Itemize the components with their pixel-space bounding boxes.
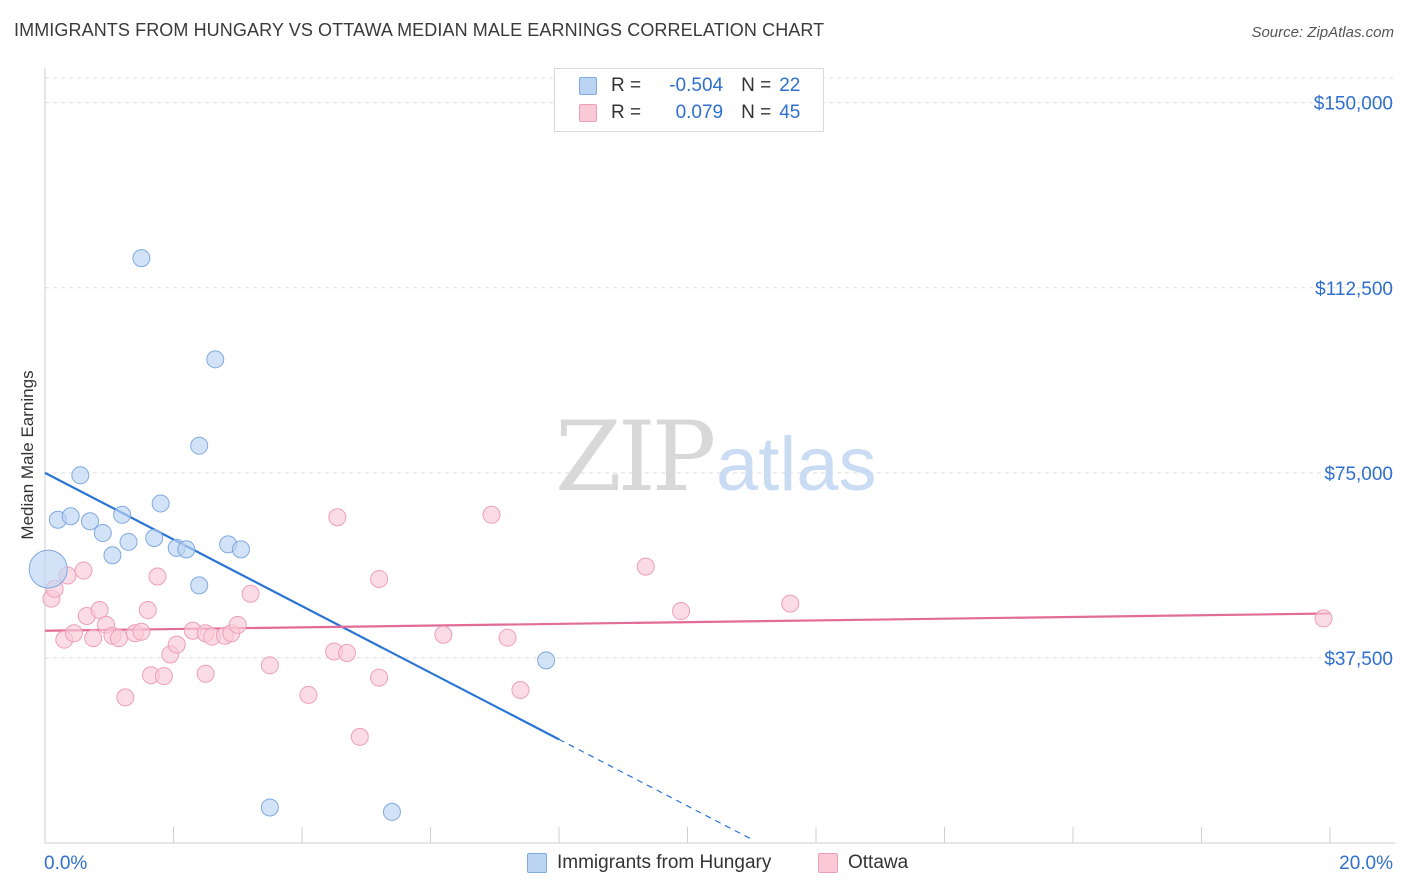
tick-labels: $37,500 $75,000 $112,500 $150,000 0.0% 20.0% <box>44 94 1393 874</box>
legend-r-value: 0.079 <box>675 102 724 123</box>
point-ottawa <box>148 567 167 586</box>
point-ottawa <box>299 685 318 704</box>
point-ottawa <box>350 727 369 746</box>
legend-swatch-pink <box>818 853 838 873</box>
correlation-legend: R = -0.504 N = 22 R = 0.079 N = 45 <box>554 68 824 132</box>
legend-swatch-blue <box>527 853 547 873</box>
point-hungary <box>80 512 99 531</box>
point-hungary <box>61 507 80 526</box>
point-ottawa <box>116 688 135 707</box>
point-hungary <box>103 546 122 565</box>
legend-n-value: 45 <box>779 102 801 123</box>
point-hungary <box>190 576 209 595</box>
point-ottawa <box>74 561 93 580</box>
data-points <box>28 249 1333 821</box>
series-legend: Immigrants from Hungary Ottawa <box>0 852 1406 878</box>
y-tick-label: $37,500 <box>1324 649 1393 670</box>
legend-n-label: N = <box>741 75 772 96</box>
point-ottawa <box>370 569 389 588</box>
point-hungary <box>132 249 151 268</box>
source-label: Source: ZipAtlas.com <box>1251 24 1394 41</box>
legend-swatch-pink <box>579 104 597 122</box>
legend-label-hungary: Immigrants from Hungary <box>557 852 772 873</box>
point-ottawa <box>370 668 389 687</box>
chart-title: IMMIGRANTS FROM HUNGARY VS OTTAWA MEDIAN… <box>14 20 825 40</box>
legend-row-ottawa: R = 0.079 N = 45 <box>579 102 800 124</box>
point-ottawa <box>241 584 260 603</box>
point-ottawa <box>498 628 517 647</box>
trend-lines <box>44 471 1331 840</box>
legend-swatch-blue <box>579 77 597 95</box>
y-tick-label: $112,500 <box>1315 279 1393 300</box>
point-ottawa <box>84 629 103 648</box>
point-ottawa <box>64 624 83 643</box>
point-hungary <box>119 532 138 551</box>
point-hungary <box>190 436 209 455</box>
axes <box>44 68 1395 844</box>
point-ottawa <box>337 643 356 662</box>
point-hungary <box>145 528 164 547</box>
point-ottawa <box>109 629 128 648</box>
watermark: ZIP atlas <box>555 401 877 513</box>
point-hungary <box>151 494 170 513</box>
y-tick-label: $75,000 <box>1324 464 1393 485</box>
legend-row-hungary: R = -0.504 N = 22 <box>579 75 800 97</box>
point-hungary <box>113 505 132 524</box>
trend-line-ottawa <box>44 612 1331 632</box>
point-ottawa <box>154 667 173 686</box>
point-ottawa <box>328 508 347 527</box>
point-ottawa <box>167 635 186 654</box>
point-ottawa <box>90 601 109 620</box>
point-hungary <box>206 350 225 369</box>
legend-n-value: 22 <box>779 75 801 96</box>
point-ottawa <box>482 505 501 524</box>
point-hungary <box>537 651 556 670</box>
point-ottawa <box>434 625 453 644</box>
point-hungary <box>260 798 279 817</box>
point-ottawa <box>196 664 215 683</box>
watermark-zip: ZIP <box>555 401 714 513</box>
x-tick-label: 20.0% <box>1339 853 1393 874</box>
point-ottawa <box>132 622 151 641</box>
point-hungary <box>28 549 68 589</box>
y-tick-label: $150,000 <box>1314 94 1393 115</box>
legend-r-label: R = <box>611 102 642 123</box>
legend-item-hungary[interactable]: Immigrants from Hungary <box>527 852 771 874</box>
point-ottawa <box>672 602 691 621</box>
point-ottawa <box>260 656 279 675</box>
watermark-atlas: atlas <box>716 422 877 507</box>
point-hungary <box>93 524 112 543</box>
point-ottawa <box>138 601 157 620</box>
legend-r-label: R = <box>611 75 642 96</box>
point-ottawa <box>228 615 247 634</box>
point-hungary <box>177 540 196 559</box>
point-ottawa <box>781 594 800 613</box>
point-ottawa <box>636 557 655 576</box>
point-hungary <box>382 802 401 821</box>
legend-r-value: -0.504 <box>669 75 724 96</box>
point-hungary <box>71 466 90 485</box>
point-ottawa <box>511 681 530 699</box>
x-tick-label: 0.0% <box>44 853 87 874</box>
legend-item-ottawa[interactable]: Ottawa <box>818 852 908 874</box>
legend-label-ottawa: Ottawa <box>848 852 909 873</box>
trend-line-extension <box>558 738 753 840</box>
legend-n-label: N = <box>741 102 772 123</box>
point-hungary <box>231 540 250 559</box>
gridlines <box>45 77 1395 659</box>
point-ottawa <box>1314 609 1333 628</box>
